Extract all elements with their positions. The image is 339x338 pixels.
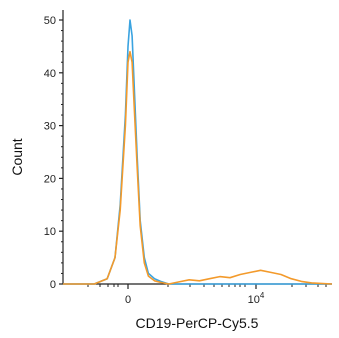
y-tick-label: 50 <box>44 15 56 27</box>
y-tick-label: 20 <box>44 173 56 185</box>
series-layer <box>63 19 333 285</box>
series-line-1 <box>63 19 332 285</box>
y-tick-label: 0 <box>50 279 56 291</box>
x-ticks: 0 104 <box>87 284 327 306</box>
x-tick-label: 0 <box>125 294 131 306</box>
y-tick-label: 30 <box>44 121 56 133</box>
y-axis-label: Count <box>9 138 25 175</box>
x-tick-label: 104 <box>248 291 265 306</box>
y-ticks: 0 10 20 30 40 50 <box>44 15 63 291</box>
x-axis-label: CD19-PerCP-Cy5.5 <box>136 315 259 331</box>
y-tick-label: 40 <box>44 68 56 80</box>
y-tick-label: 10 <box>44 226 56 238</box>
series-line-2 <box>63 50 333 285</box>
